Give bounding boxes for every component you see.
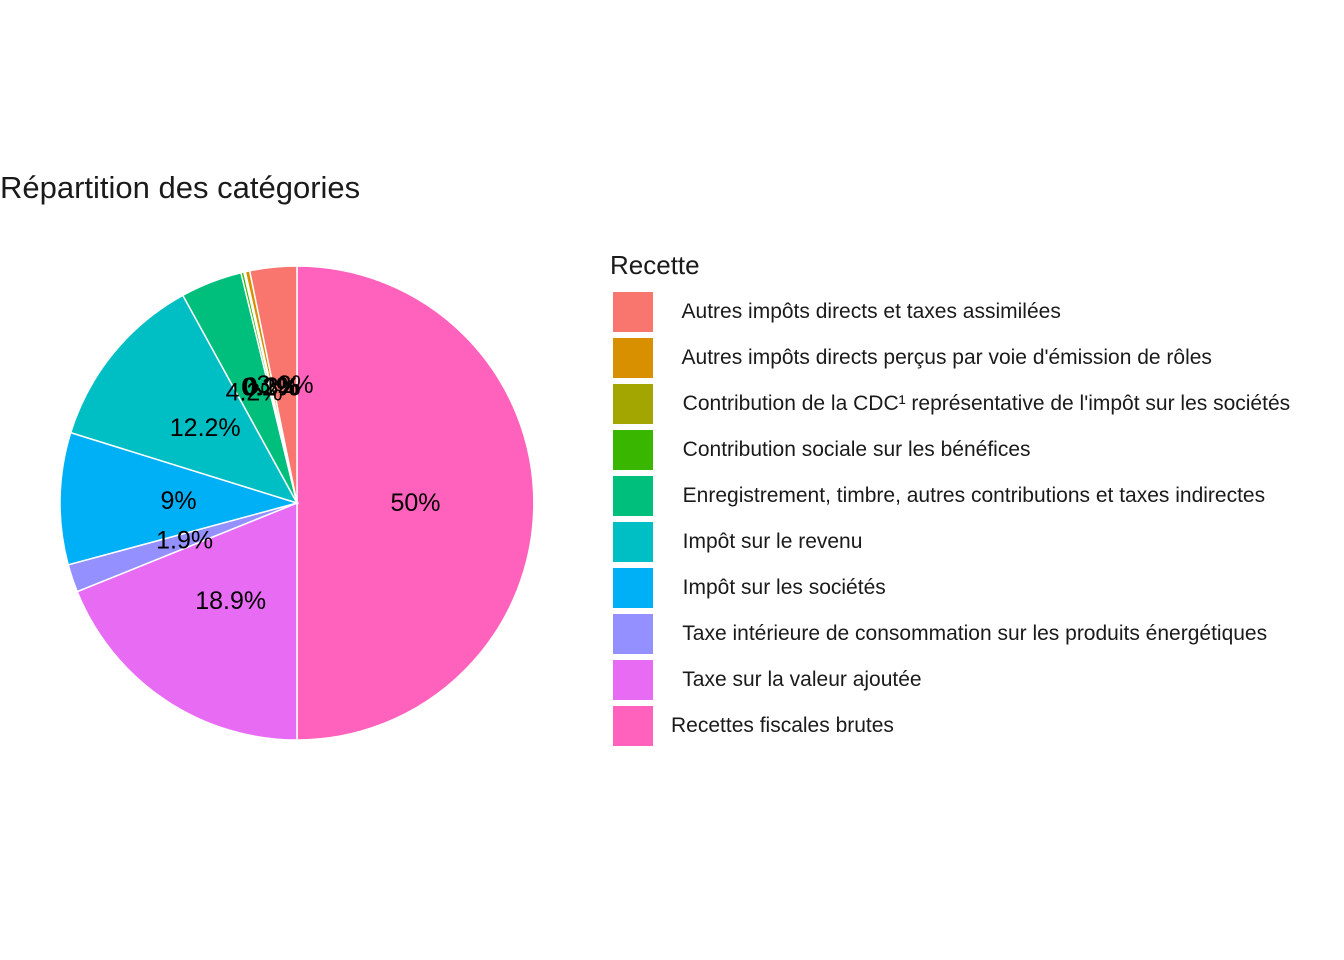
legend-item: Contribution de la CDC¹ représentative d… — [610, 381, 1290, 427]
legend-swatch — [613, 614, 653, 654]
pie-slice-label: 1.9% — [156, 527, 213, 555]
pie-slice-label: 3.2% — [257, 371, 314, 399]
legend-item: Autres impôts directs et taxes assimilée… — [610, 289, 1290, 335]
legend-label: Contribution sociale sur les bénéfices — [671, 438, 1031, 461]
chart-title: Répartition des catégories — [0, 170, 361, 205]
legend-swatch — [613, 476, 653, 516]
legend-label: Autres impôts directs et taxes assimilée… — [671, 300, 1061, 323]
pie-slice-labels: 50% 18.9% 1.9% 9% 12.2% 4.2%0.2%0.1%0.3%3.2% — [156, 371, 440, 615]
pie-slice-label: 9% — [160, 487, 196, 515]
pie-slice-label: 4.2% — [226, 379, 283, 407]
legend-swatch — [613, 384, 653, 424]
pie-slice — [69, 294, 299, 505]
legend-label: Autres impôts directs perçus par voie d'… — [671, 346, 1212, 369]
legend-swatch — [613, 568, 653, 608]
pie-slice-label: 50% — [390, 489, 440, 517]
legend-label: Enregistrement, timbre, autres contribut… — [671, 484, 1266, 507]
pie-slice-label: 0.2% — [241, 374, 298, 402]
pie-slice-label: 12.2% — [170, 414, 241, 442]
legend-swatch — [613, 706, 653, 746]
legend-swatch — [613, 292, 653, 332]
legend-item: Enregistrement, timbre, autres contribut… — [610, 473, 1290, 519]
legend-item: Impôt sur le revenu — [610, 519, 1290, 565]
pie-slice-label: 0.1% — [242, 373, 299, 401]
legend: Recette Autres impôts directs et taxes a… — [610, 250, 1290, 749]
pie-slice-label: 18.9% — [195, 587, 266, 615]
legend-swatch — [613, 430, 653, 470]
legend-item: Contribution sociale sur les bénéfices — [610, 427, 1290, 473]
legend-swatch — [613, 522, 653, 562]
legend-swatch — [613, 338, 653, 378]
legend-label: Taxe intérieure de consommation sur les … — [671, 622, 1268, 645]
legend-item: Taxe sur la valeur ajoutée — [610, 657, 1290, 703]
legend-swatch — [613, 660, 653, 700]
pie-slices — [59, 265, 535, 741]
legend-item: Impôt sur les sociétés — [610, 565, 1290, 611]
pie-slice — [76, 501, 298, 741]
legend-label: Taxe sur la valeur ajoutée — [671, 668, 922, 691]
legend-label: Impôt sur le revenu — [671, 530, 863, 553]
legend-item: Autres impôts directs perçus par voie d'… — [610, 335, 1290, 381]
pie-slice-label: 0.3% — [244, 373, 301, 401]
legend-items: Autres impôts directs et taxes assimilée… — [610, 289, 1290, 749]
pie-chart: 50% 18.9% 1.9% 9% 12.2% 4.2%0.2%0.1%0.3%3.2% — [59, 265, 535, 741]
pie-slice — [296, 265, 535, 741]
legend-item: Recettes fiscales brutes — [610, 703, 1290, 749]
legend-title: Recette — [610, 250, 700, 280]
pie-slice — [59, 431, 300, 566]
pie-slice — [248, 265, 298, 504]
legend-label: Recettes fiscales brutes — [671, 714, 894, 737]
legend-label: Impôt sur les sociétés — [671, 576, 886, 599]
legend-item: Taxe intérieure de consommation sur les … — [610, 611, 1290, 657]
legend-label: Contribution de la CDC¹ représentative d… — [671, 392, 1291, 415]
